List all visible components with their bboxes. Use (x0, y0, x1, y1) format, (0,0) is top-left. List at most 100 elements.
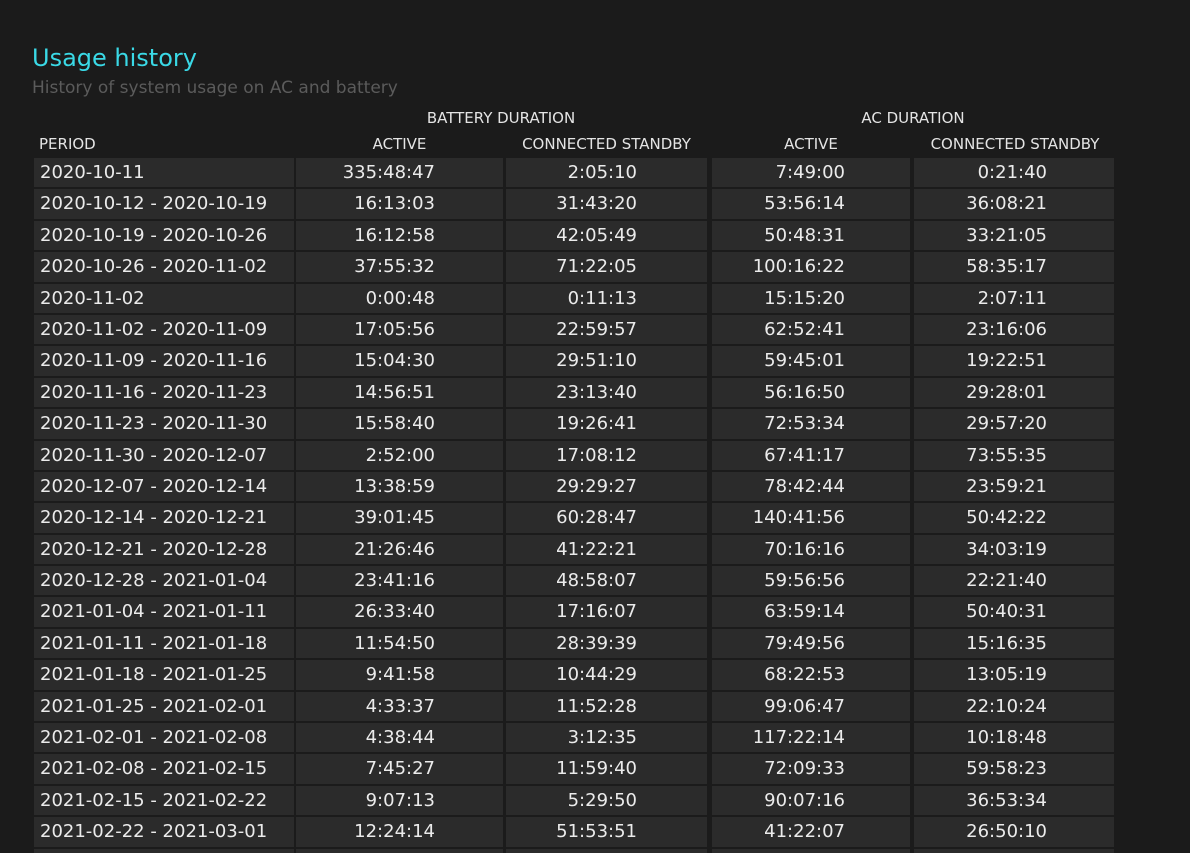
column-header-battery-connected-standby: CONNECTED STANDBY (522, 135, 691, 153)
period-cell: 2020-10-12 - 2020-10-19 (34, 189, 294, 219)
ac-standby-cell: 33:21:05 (914, 220, 1114, 251)
ac-active-cell: 63:59:14 (712, 597, 910, 627)
battery-active-cell (296, 848, 503, 853)
table-row: 2020-11-23 - 2020-11-30 15:58:40 19:26:41 7… (34, 409, 1116, 439)
ac-active-cell: 140:41:56 (712, 503, 910, 533)
battery-active-cell: 9:41:58 (296, 660, 503, 690)
battery-active-cell: 335:48:47 (296, 158, 503, 188)
battery-active-cell: 39:01:45 (296, 503, 503, 533)
ac-active-cell (712, 848, 910, 853)
ac-active-cell: 70:16:16 (712, 534, 910, 565)
battery-active-cell: 16:13:03 (296, 189, 503, 219)
battery-active-cell: 0:00:48 (296, 283, 503, 313)
ac-active-cell: 62:52:41 (712, 314, 910, 345)
period-cell: 2021-01-25 - 2021-02-01 (34, 691, 294, 722)
ac-standby-cell: 50:40:31 (914, 597, 1114, 627)
ac-standby-cell: 0:21:40 (914, 158, 1114, 188)
ac-standby-cell: 26:50:10 (914, 817, 1114, 847)
ac-active-cell: 15:15:20 (712, 283, 910, 313)
battery-active-cell: 23:41:16 (296, 566, 503, 596)
ac-standby-cell: 15:16:35 (914, 628, 1114, 659)
ac-active-cell: 41:22:07 (712, 817, 910, 847)
battery-standby-cell: 2:05:10 (506, 158, 707, 188)
period-cell: 2020-10-26 - 2020-11-02 (34, 252, 294, 282)
battery-standby-cell (506, 848, 707, 853)
period-cell: 2020-11-02 (34, 283, 294, 313)
usage-table-body: 2020-10-11 335:48:47 2:05:10 7:49:00 0:21:40… (34, 158, 1116, 853)
ac-active-cell: 100:16:22 (712, 252, 910, 282)
battery-active-cell: 21:26:46 (296, 534, 503, 565)
period-cell: 2020-11-02 - 2020-11-09 (34, 314, 294, 345)
battery-standby-cell: 29:51:10 (506, 346, 707, 376)
ac-active-cell: 78:42:44 (712, 471, 910, 502)
battery-standby-cell: 60:28:47 (506, 503, 707, 533)
ac-standby-cell: 58:35:17 (914, 252, 1114, 282)
ac-standby-cell: 29:28:01 (914, 377, 1114, 408)
ac-standby-cell: 34:03:19 (914, 534, 1114, 565)
battery-standby-cell: 48:58:07 (506, 566, 707, 596)
battery-standby-cell: 51:53:51 (506, 817, 707, 847)
battery-standby-cell: 28:39:39 (506, 628, 707, 659)
table-row: 2021-02-01 - 2021-02-08 4:38:44 3:12:35 117… (34, 723, 1116, 753)
table-row: 2020-10-12 - 2020-10-19 16:13:03 31:43:20 5… (34, 189, 1116, 219)
battery-standby-cell: 0:11:13 (506, 283, 707, 313)
table-row: 2021-02-08 - 2021-02-15 7:45:27 11:59:40 72… (34, 754, 1116, 784)
period-cell: 2021-02-22 - 2021-03-01 (34, 817, 294, 847)
battery-active-cell: 7:45:27 (296, 754, 503, 784)
period-cell: 2020-12-07 - 2020-12-14 (34, 471, 294, 502)
period-cell: 2020-11-23 - 2020-11-30 (34, 409, 294, 439)
battery-standby-cell: 41:22:21 (506, 534, 707, 565)
battery-standby-cell: 3:12:35 (506, 723, 707, 753)
battery-standby-cell: 5:29:50 (506, 785, 707, 816)
battery-standby-cell: 11:59:40 (506, 754, 707, 784)
table-row: 2020-12-28 - 2021-01-04 23:41:16 48:58:07 5… (34, 566, 1116, 596)
period-cell: 2021-01-18 - 2021-01-25 (34, 660, 294, 690)
period-cell: 2021-01-11 - 2021-01-18 (34, 628, 294, 659)
page-subtitle: History of system usage on AC and batter… (32, 78, 398, 98)
period-cell: 2021-02-01 - 2021-02-08 (34, 723, 294, 753)
battery-standby-cell: 23:13:40 (506, 377, 707, 408)
table-row: 2020-11-02 0:00:48 0:11:13 15:15:20 2:07:11 (34, 283, 1116, 313)
table-row: 2021-01-11 - 2021-01-18 11:54:50 28:39:39 7… (34, 628, 1116, 659)
ac-standby-cell: 73:55:35 (914, 440, 1114, 470)
period-cell: 2020-11-16 - 2020-11-23 (34, 377, 294, 408)
ac-duration-group-header: AC DURATION (861, 109, 965, 127)
table-row: 2020-10-11 335:48:47 2:05:10 7:49:00 0:21:40 (34, 158, 1116, 188)
ac-standby-cell: 22:10:24 (914, 691, 1114, 722)
ac-standby-cell: 22:21:40 (914, 566, 1114, 596)
battery-active-cell: 17:05:56 (296, 314, 503, 345)
column-header-period: PERIOD (39, 135, 96, 153)
table-row: 2021-02-22 - 2021-03-01 12:24:14 51:53:51 4… (34, 817, 1116, 847)
period-cell: 2020-12-14 - 2020-12-21 (34, 503, 294, 533)
ac-standby-cell: 2:07:11 (914, 283, 1114, 313)
table-row: 2020-10-26 - 2020-11-02 37:55:32 71:22:05 1… (34, 252, 1116, 282)
ac-active-cell: 68:22:53 (712, 660, 910, 690)
period-cell: 2020-12-28 - 2021-01-04 (34, 566, 294, 596)
battery-duration-group-header: BATTERY DURATION (426, 109, 576, 127)
table-row: 2021-02-15 - 2021-02-22 9:07:13 5:29:50 90:… (34, 785, 1116, 816)
period-cell: 2020-10-11 (34, 158, 294, 188)
ac-standby-cell: 29:57:20 (914, 409, 1114, 439)
page-title: Usage history (32, 44, 197, 72)
battery-standby-cell: 17:08:12 (506, 440, 707, 470)
battery-standby-cell: 71:22:05 (506, 252, 707, 282)
period-cell: 2020-11-09 - 2020-11-16 (34, 346, 294, 376)
battery-standby-cell: 10:44:29 (506, 660, 707, 690)
table-row: 2021-01-04 - 2021-01-11 26:33:40 17:16:07 6… (34, 597, 1116, 627)
table-row (34, 848, 1116, 853)
battery-active-cell: 4:33:37 (296, 691, 503, 722)
period-cell: 2020-12-21 - 2020-12-28 (34, 534, 294, 565)
battery-active-cell: 9:07:13 (296, 785, 503, 816)
column-header-battery-active: ACTIVE (372, 135, 427, 153)
ac-standby-cell: 13:05:19 (914, 660, 1114, 690)
table-row: 2020-11-16 - 2020-11-23 14:56:51 23:13:40 5… (34, 377, 1116, 408)
ac-active-cell: 90:07:16 (712, 785, 910, 816)
table-row: 2021-01-25 - 2021-02-01 4:33:37 11:52:28 99… (34, 691, 1116, 722)
ac-active-cell: 67:41:17 (712, 440, 910, 470)
battery-standby-cell: 42:05:49 (506, 220, 707, 251)
ac-active-cell: 53:56:14 (712, 189, 910, 219)
battery-standby-cell: 29:29:27 (506, 471, 707, 502)
column-header-ac-connected-standby: CONNECTED STANDBY (930, 135, 1100, 153)
battery-active-cell: 37:55:32 (296, 252, 503, 282)
